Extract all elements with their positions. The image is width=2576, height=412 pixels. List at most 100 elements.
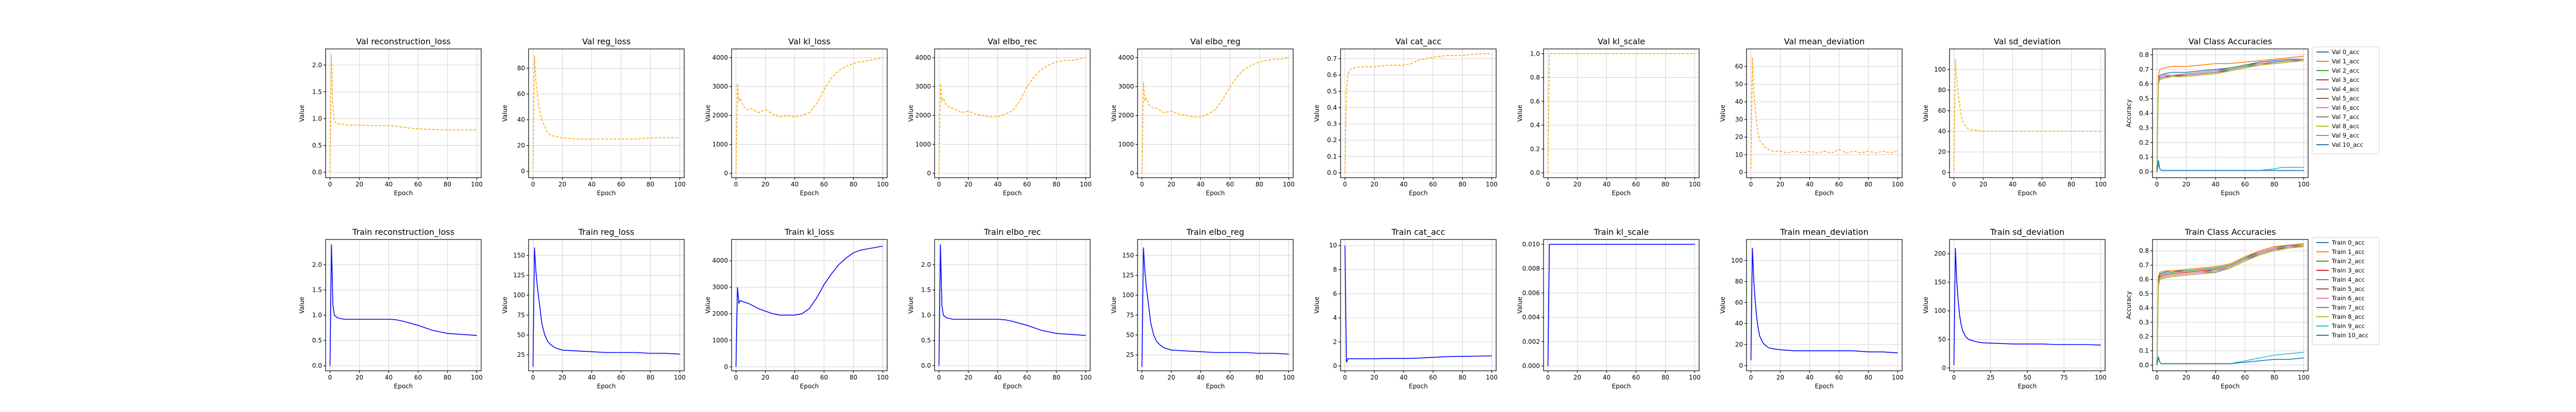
y-tick-label: 0.2 (2139, 139, 2149, 146)
x-tick-label: 0 (2155, 181, 2159, 188)
series-line-2 (2156, 245, 2304, 365)
x-axis-label: Epoch (800, 383, 819, 390)
y-tick-label: 0 (724, 363, 728, 370)
x-axis-label: Epoch (800, 190, 819, 197)
x-tick-label: 20 (761, 374, 769, 381)
y-tick-label: 3000 (1118, 83, 1134, 90)
x-tick-label: 0 (1952, 374, 1956, 381)
y-tick-label: 0.6 (1530, 98, 1540, 105)
x-tick-label: 40 (385, 181, 393, 188)
x-tick-label: 60 (1226, 181, 1234, 188)
x-tick-label: 60 (1429, 181, 1437, 188)
x-axis-label: Epoch (597, 383, 616, 390)
y-tick-label: 0.3 (2139, 124, 2149, 131)
x-tick-label: 60 (1429, 374, 1437, 381)
subplot-train_sd_deviation: 0 25 50 75 100 0 50 100 150 200 Train sd_deviation… (1922, 227, 2107, 390)
x-tick-label: 0 (531, 374, 535, 381)
subplot-val_reconstruction_loss: 0 20 40 60 80 100 0.0 0.5 1.0 1.5 2.0 Val reconstru… (298, 37, 483, 197)
x-tick-label: 0 (937, 374, 941, 381)
y-tick-label: 0.4 (2139, 304, 2149, 312)
x-tick-label: 0 (734, 181, 738, 188)
chart-title: Train kl_scale (1594, 227, 1649, 237)
x-tick-label: 20 (355, 181, 363, 188)
x-tick-label: 0 (1749, 374, 1753, 381)
y-axis-label: Accuracy (2125, 291, 2132, 319)
y-tick-label: 1.0 (312, 312, 322, 319)
subplot-train_reg_loss: 0 20 40 60 80 100 25 50 75 100 125 150 Train reg_los… (501, 227, 686, 390)
x-tick-label: 100 (2298, 181, 2310, 188)
y-tick-label: 0.0 (1530, 169, 1540, 177)
y-tick-label: 0.1 (1327, 153, 1337, 160)
y-tick-label: 0.0 (312, 362, 322, 369)
x-tick-label: 100 (877, 181, 889, 188)
y-tick-label: 0.6 (2139, 80, 2149, 88)
x-tick-label: 80 (1053, 181, 1060, 188)
y-tick-label: 0.2 (1530, 145, 1540, 152)
chart-title: Train mean_deviation (1780, 227, 1868, 237)
y-tick-label: 20 (517, 142, 525, 149)
y-tick-label: 1000 (915, 141, 931, 148)
legend-label-8: Val 8_acc (2332, 123, 2360, 130)
x-tick-label: 40 (2212, 181, 2219, 188)
x-tick-label: 100 (2298, 374, 2310, 381)
y-tick-label: 0.008 (1522, 265, 1540, 272)
y-tick-label: 1000 (712, 141, 728, 148)
x-tick-label: 0 (937, 181, 941, 188)
y-tick-label: 1.5 (312, 286, 322, 294)
legend-label-3: Train 3_acc (2331, 267, 2365, 274)
y-tick-label: 0.010 (1522, 241, 1540, 248)
x-tick-label: 0 (1749, 181, 1753, 188)
y-axis-label: Value (1516, 105, 1523, 122)
x-tick-label: 20 (1370, 374, 1378, 381)
x-tick-label: 60 (2241, 374, 2249, 381)
subplot-val_kl_scale: 0 20 40 60 80 100 0.0 0.2 0.4 0.6 0.8 1.0 Val kl_sca… (1516, 37, 1701, 197)
x-tick-label: 80 (1865, 181, 1872, 188)
legend: Train 0_acc Train 1_acc Train 2_acc Train 3… (2312, 237, 2380, 345)
y-tick-label: 40 (517, 116, 525, 124)
x-tick-label: 40 (1806, 374, 1814, 381)
y-tick-label: 75 (1126, 312, 1134, 319)
chart-title: Val Class Accuracies (2189, 37, 2272, 46)
x-tick-label: 40 (1197, 374, 1205, 381)
plot-frame (528, 239, 685, 371)
y-tick-label: 0.3 (2139, 319, 2149, 326)
series-line-6 (2156, 245, 2304, 365)
plot-frame (325, 239, 482, 371)
subplot-train_cat_acc: 0 20 40 60 80 100 0 2 4 6 8 10 Train cat_acc Epoch Val… (1313, 227, 1498, 390)
x-tick-label: 50 (2023, 374, 2031, 381)
series-line-1 (2156, 243, 2304, 365)
y-tick-label: 0.5 (312, 337, 322, 344)
x-tick-label: 80 (2270, 374, 2278, 381)
y-axis-label: Value (907, 105, 914, 122)
y-tick-label: 0.0 (312, 169, 322, 176)
y-tick-label: 2.0 (312, 61, 322, 68)
x-tick-label: 20 (558, 374, 566, 381)
y-tick-label: 0.5 (2139, 95, 2149, 102)
x-tick-label: 40 (385, 374, 393, 381)
chart-title: Train cat_acc (1391, 227, 1445, 237)
x-tick-label: 80 (1256, 181, 1263, 188)
y-axis-label: Value (1313, 105, 1320, 122)
y-axis-label: Value (1110, 105, 1117, 122)
y-tick-label: 4 (1333, 314, 1337, 321)
series-line (1750, 248, 1898, 360)
plot-frame (325, 48, 482, 178)
plot-frame (934, 48, 1091, 178)
legend-label-1: Val 1_acc (2332, 58, 2360, 65)
y-tick-label: 0.7 (1327, 55, 1337, 62)
series-line-8 (2156, 246, 2304, 365)
x-tick-label: 60 (617, 374, 625, 381)
series-line-0 (2156, 59, 2304, 172)
legend-box (2312, 237, 2380, 345)
x-tick-label: 20 (964, 374, 972, 381)
x-tick-label: 80 (1053, 374, 1060, 381)
y-tick-label: 0.004 (1522, 314, 1540, 321)
x-tick-label: 0 (328, 374, 332, 381)
x-tick-label: 80 (1662, 374, 1669, 381)
series-line (1547, 53, 1695, 173)
chart-title: Val reg_loss (582, 37, 631, 47)
x-tick-label: 80 (1256, 374, 1263, 381)
x-tick-label: 20 (1573, 181, 1581, 188)
series-line (329, 54, 477, 173)
y-axis-label: Value (1313, 297, 1320, 314)
